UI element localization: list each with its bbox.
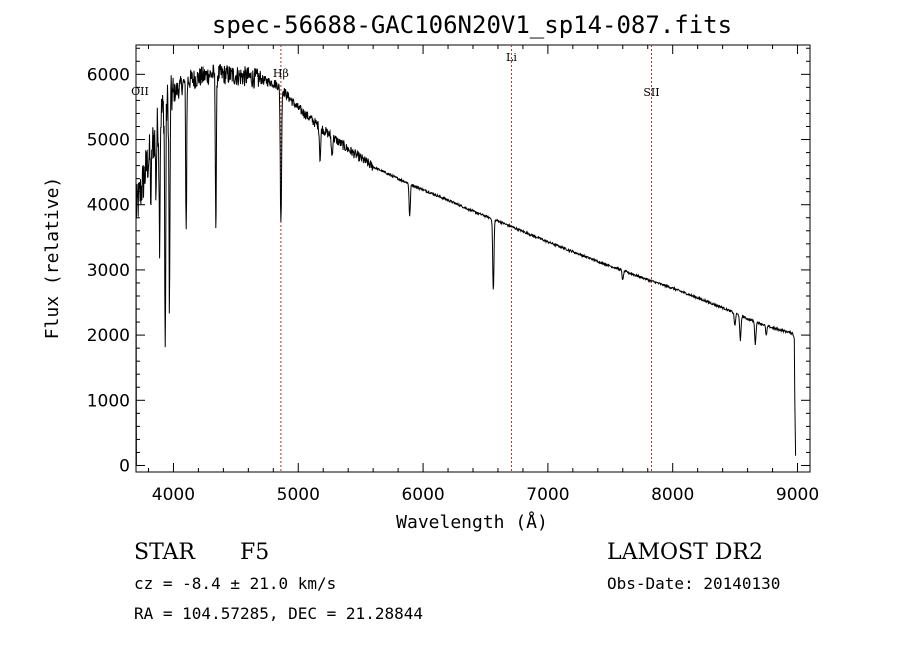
obs-date: Obs-Date: 20140130 <box>607 574 781 593</box>
y-tick-label: 2000 <box>87 326 130 346</box>
x-tick-label: 4000 <box>152 485 195 505</box>
y-tick-label: 6000 <box>87 65 130 85</box>
object-class: STAR <box>134 540 195 565</box>
survey-label: LAMOST DR2 <box>607 540 763 565</box>
chart-title: spec-56688-GAC106N20V1_sp14-087.fits <box>212 11 732 39</box>
redshift-info: cz = -8.4 ± 21.0 km/s <box>134 574 337 593</box>
y-tick-label: 5000 <box>87 131 130 151</box>
marked-line-label: OII <box>131 85 149 98</box>
x-tick-label: 9000 <box>776 485 819 505</box>
x-tick-label: 7000 <box>526 485 569 505</box>
x-tick-label: 5000 <box>277 485 320 505</box>
y-axis-label: Flux (relative) <box>42 177 63 340</box>
x-axis-label: Wavelength (Å) <box>396 511 548 533</box>
x-tick-label: 6000 <box>401 485 444 505</box>
y-tick-label: 3000 <box>87 261 130 281</box>
spectrum-series <box>135 64 797 466</box>
coordinates: RA = 104.57285, DEC = 21.28844 <box>134 604 423 623</box>
plot-frame <box>135 44 811 473</box>
y-tick-label: 0 <box>119 456 130 476</box>
x-tick-label: 8000 <box>651 485 694 505</box>
y-tick-label: 4000 <box>87 196 130 216</box>
marked-line-label: Li <box>506 51 517 64</box>
y-tick-label: 1000 <box>87 391 130 411</box>
marked-line-label: Hβ <box>273 67 289 80</box>
marked-line-label: SII <box>643 86 659 99</box>
object-subclass: F5 <box>240 540 270 565</box>
